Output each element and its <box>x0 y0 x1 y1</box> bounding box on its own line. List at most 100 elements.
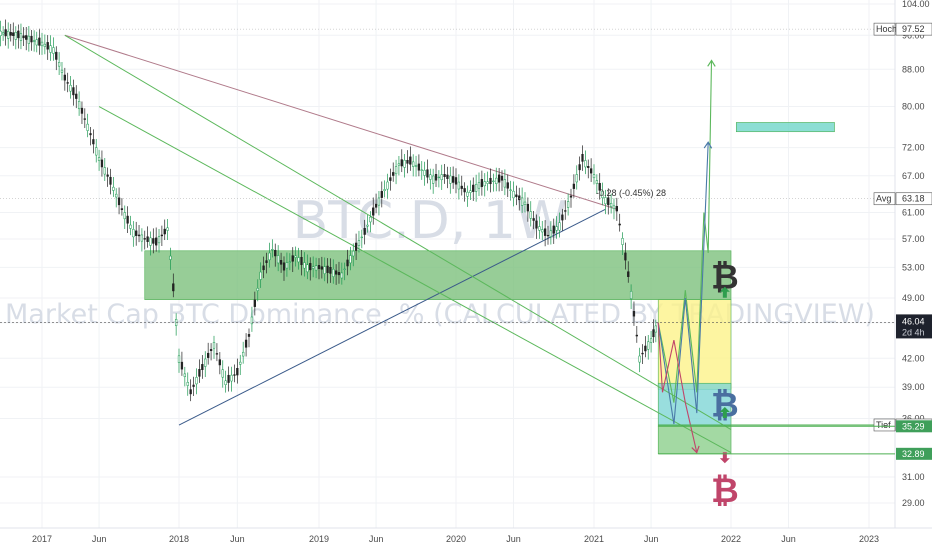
candle-body <box>22 35 25 39</box>
y-tick-label: 57.00 <box>902 234 925 244</box>
candle-body <box>532 218 535 221</box>
candle-body <box>86 123 89 131</box>
candle-body <box>420 169 423 171</box>
y-tick-label: 53.00 <box>902 262 925 272</box>
x-tick-label: Jun <box>230 534 245 544</box>
candle-body <box>354 242 358 251</box>
candle-body <box>180 361 184 370</box>
price-tag-label-box <box>873 22 896 36</box>
candle-body <box>126 215 129 224</box>
y-tick-label: 39.00 <box>902 382 925 392</box>
candle-body <box>601 191 604 199</box>
price-tag-value: 63.18 <box>902 194 925 204</box>
price-tag-label-box <box>873 192 896 206</box>
candle-body <box>446 174 449 179</box>
x-tick-label: Jun <box>92 534 107 544</box>
candle-body <box>288 261 291 263</box>
candle-body <box>337 272 341 276</box>
candle-body <box>55 51 58 60</box>
candle-body <box>163 228 166 235</box>
candle-body <box>17 30 20 39</box>
candle-body <box>644 345 647 352</box>
candle-body <box>334 270 338 275</box>
candle-body <box>247 334 251 337</box>
candle-body <box>279 260 283 265</box>
candle-body <box>575 174 578 183</box>
candle-body <box>169 255 172 260</box>
candle-body <box>477 182 481 189</box>
candle-body <box>472 184 475 192</box>
candle-body <box>529 211 532 219</box>
candle-body <box>377 197 381 206</box>
candle-body <box>157 236 161 244</box>
candle-body <box>518 195 521 201</box>
price-tag-label-box <box>873 418 896 432</box>
y-tick-label: 61.00 <box>902 207 925 217</box>
candle-body <box>592 174 596 179</box>
candle-body <box>218 359 221 366</box>
candle-body <box>635 334 638 337</box>
time-axis: 2017 Jun 2018 Jun 2019 Jun 2020 Jun 2021 Jun 2022 J… <box>32 534 879 544</box>
bitcoin-marker: ₿ <box>711 386 739 426</box>
price-tag-label: Hoch <box>876 24 897 34</box>
candle-body <box>607 197 610 206</box>
candle-body <box>253 299 256 307</box>
candle-body <box>46 42 49 50</box>
price-tag-value: 32.89 <box>902 449 925 459</box>
price-tag-box <box>896 420 932 433</box>
x-tick-label: 2018 <box>169 534 189 544</box>
candle-body <box>177 355 181 363</box>
candle-body <box>172 283 175 292</box>
candle-body <box>69 84 72 92</box>
candle-body <box>4 29 7 37</box>
candle-body <box>100 159 104 168</box>
x-tick-label: 2021 <box>584 534 604 544</box>
candle-body <box>349 255 352 264</box>
candle-body <box>460 185 463 189</box>
candle-body <box>317 264 321 269</box>
candle-body <box>35 39 38 46</box>
candle-body <box>526 203 530 212</box>
candle-body <box>52 47 55 54</box>
candle-body <box>564 210 567 212</box>
candle-body <box>618 223 621 226</box>
candle-body <box>192 384 195 387</box>
candle-body <box>212 342 216 349</box>
price-tag-value: 46.04 <box>902 316 925 326</box>
candle-body <box>109 176 112 185</box>
candle-body <box>66 82 69 84</box>
candle-body <box>291 255 294 262</box>
candle-body <box>60 69 64 73</box>
candle-body <box>250 316 254 325</box>
candle-body <box>520 197 524 206</box>
candle-body <box>265 260 268 263</box>
candle-body <box>394 166 398 175</box>
candle-body <box>457 181 461 190</box>
candle-body <box>437 176 441 179</box>
candle-body <box>489 177 492 185</box>
candle-body <box>500 175 504 181</box>
candle-body <box>495 177 498 184</box>
candle-body <box>451 176 455 183</box>
candle-body <box>115 193 118 198</box>
candle-body <box>89 133 92 136</box>
candle-body <box>143 238 146 240</box>
price-tag-extra: 2d 4h <box>902 327 925 337</box>
candle-body <box>160 234 164 237</box>
candle-body <box>372 207 375 216</box>
price-tag-box <box>895 192 932 206</box>
candle-body <box>492 180 495 182</box>
candle-body <box>357 240 361 246</box>
candle-body <box>604 197 607 205</box>
watermark-subtitle: Market Cap BTC Dominance, % (CALCULATED … <box>5 299 875 330</box>
candle-body <box>403 159 406 168</box>
trend-line <box>98 106 732 453</box>
candle-body <box>374 203 378 208</box>
candle-body <box>329 267 332 274</box>
candle-body <box>609 203 613 207</box>
candle-body <box>294 255 297 258</box>
candle-body <box>9 32 12 36</box>
watermark-symbol: BTC.D, 1W <box>293 191 568 251</box>
candle-body <box>233 374 236 376</box>
